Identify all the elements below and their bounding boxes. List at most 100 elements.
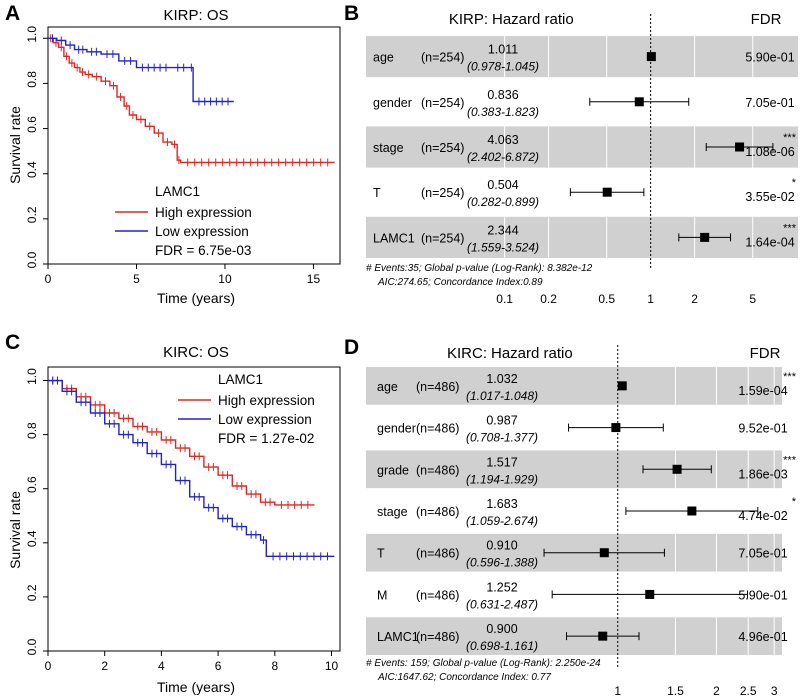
hr-marker	[617, 381, 627, 391]
legend-fdr-c: FDR = 1.27e-02	[218, 431, 314, 446]
x-tick-label: 2.5	[740, 684, 757, 697]
legend-title-c: LAMC1	[218, 372, 263, 387]
x-tick-label: 5	[133, 272, 140, 286]
row-fdr: 1.59e-04	[738, 384, 787, 398]
row-ci: (0.631-2.487)	[466, 597, 538, 611]
forest-fdr-header-d: FDR	[750, 345, 781, 362]
row-hr: 2.344	[487, 223, 518, 237]
y-tick-label: 0.2	[25, 206, 39, 223]
forest-plot-d: age (n=486)1.032(1.017-1.048) 1.59e-04***g…	[366, 345, 797, 697]
row-ci: (0.596-1.388)	[466, 556, 538, 570]
panel-b: B KIRP: Hazard ratio FDR age (n=254) 1.011…	[344, 2, 798, 306]
forest-title-left-b: KIRP:	[449, 11, 488, 28]
y-tick-label: 0.8	[25, 71, 39, 88]
x-tick-label: 15	[307, 272, 321, 286]
forest-footnote-2-d: AIC:1647.62; Concordance Index: 0.77	[377, 672, 551, 683]
row-fdr: 7.05e-01	[745, 96, 794, 110]
hr-marker	[687, 506, 697, 516]
row-hr: 0.900	[486, 622, 517, 636]
forest-plot-b: age (n=254) 1.011 (0.978-1.045) 5.90e-01 gend…	[366, 14, 798, 306]
row-n: (n=254)	[421, 231, 464, 245]
forest-fdr-header-b: FDR	[751, 11, 782, 28]
row-stars: ***	[783, 132, 797, 144]
x-tick-label: 10	[325, 659, 339, 673]
row-fdr: 7.05e-01	[738, 547, 787, 561]
row-stars: *	[792, 177, 797, 189]
legend-low-a: Low expression	[155, 224, 249, 239]
x-tick-label: 4	[158, 659, 165, 673]
hr-marker	[645, 589, 655, 599]
row-hr: 0.910	[486, 539, 517, 553]
y-tick-label: 1.0	[25, 26, 39, 43]
row-name: LAMC1	[377, 630, 419, 644]
panel-label-a: A	[5, 2, 20, 25]
row-hr: 0.504	[487, 178, 518, 192]
row-name: age	[373, 51, 394, 65]
y-tick-label: 0.8	[25, 422, 39, 439]
x-tick-label: 0.5	[598, 292, 615, 306]
row-name: M	[377, 588, 387, 602]
km-ylabel-c: Survival rate	[7, 491, 23, 569]
x-tick-label: 8	[271, 659, 278, 673]
km-title-a: KIRP: OS	[163, 7, 228, 24]
y-tick-label: 1.0	[25, 368, 39, 385]
km-curve-low	[48, 37, 234, 103]
km-ylabel-a: Survival rate	[7, 106, 23, 184]
row-hr: 0.987	[486, 414, 517, 428]
forest-footnote-1-b: # Events:35; Global p-value (Log-Rank): …	[366, 263, 593, 274]
y-tick-label: 0.4	[25, 161, 39, 178]
row-stars: ***	[783, 371, 797, 383]
hr-marker	[599, 548, 609, 558]
x-tick-label: 0.1	[496, 292, 513, 306]
row-name: gender	[373, 96, 412, 110]
row-name: T	[377, 547, 385, 561]
km-plot-a: 0 5 10 15 0.0 0.2 0.4 0.6 0.8 1.0	[25, 26, 341, 286]
row-n: (n=486)	[416, 588, 459, 602]
x-tick-label: 0	[45, 659, 52, 673]
legend-title-a: LAMC1	[155, 184, 200, 199]
row-fdr: 1.86e-03	[738, 467, 787, 481]
row-ci: (1.559-3.524)	[467, 240, 539, 254]
row-hr: 1.683	[486, 497, 517, 511]
forest-footnote-2-b: AIC:274.65; Concordance Index:0.89	[377, 277, 543, 288]
km-plot-c: 0 2 4 6 8 10 0.0 0.2 0.4 0.6 0.8 1.0	[25, 366, 341, 673]
row-fdr: 3.55e-02	[745, 190, 794, 204]
row-fdr: 4.96e-01	[738, 630, 787, 644]
row-hr: 0.836	[487, 88, 518, 102]
row-name: stage	[377, 505, 408, 519]
row-n: (n=254)	[421, 51, 464, 65]
row-name: LAMC1	[373, 231, 415, 245]
panel-a: A KIRP: OS 0 5 10 15 0.0 0.2 0.4 0.6 0.8 1.0 Time…	[5, 2, 341, 306]
x-tick-label: 2	[101, 659, 108, 673]
row-ci: (1.059-2.674)	[466, 514, 538, 528]
x-tick-label: 6	[215, 659, 222, 673]
row-stripe	[366, 450, 782, 489]
forest-footnote-1-d: # Events: 159; Global p-value (Log-Rank)…	[366, 658, 601, 669]
y-tick-label: 0.2	[25, 584, 39, 601]
row-fdr: 9.52e-01	[738, 422, 787, 436]
row-name: stage	[373, 141, 404, 155]
row-fdr: 5.90e-01	[738, 588, 787, 602]
km-xlabel-a: Time (years)	[157, 290, 235, 306]
hr-marker	[700, 232, 710, 242]
x-tick-label: 3	[771, 684, 778, 697]
legend-low-c: Low expression	[218, 412, 312, 427]
x-tick-label: 1	[647, 292, 654, 306]
row-ci: (0.698-1.161)	[466, 639, 538, 653]
row-fdr: 5.90e-01	[745, 51, 794, 65]
row-hr: 4.063	[487, 133, 518, 147]
x-tick-label: 2	[713, 684, 720, 697]
row-fdr: 4.74e-02	[738, 509, 787, 523]
row-ci: (0.708-1.377)	[466, 431, 538, 445]
x-tick-label: 0	[45, 272, 52, 286]
hr-marker	[672, 464, 682, 474]
x-tick-label: 1	[614, 684, 621, 697]
row-stars: *	[792, 496, 797, 508]
panel-c: C KIRC: OS 0 2 4 6 8 10 0.0 0.2 0.4 0.6 0.8 1.0 Tim…	[5, 331, 341, 695]
km-curve-high	[48, 37, 335, 164]
y-tick-label: 0.6	[25, 476, 39, 493]
y-tick-label: 0.0	[25, 638, 39, 655]
hr-marker	[611, 423, 621, 433]
plot-frame	[47, 366, 341, 652]
